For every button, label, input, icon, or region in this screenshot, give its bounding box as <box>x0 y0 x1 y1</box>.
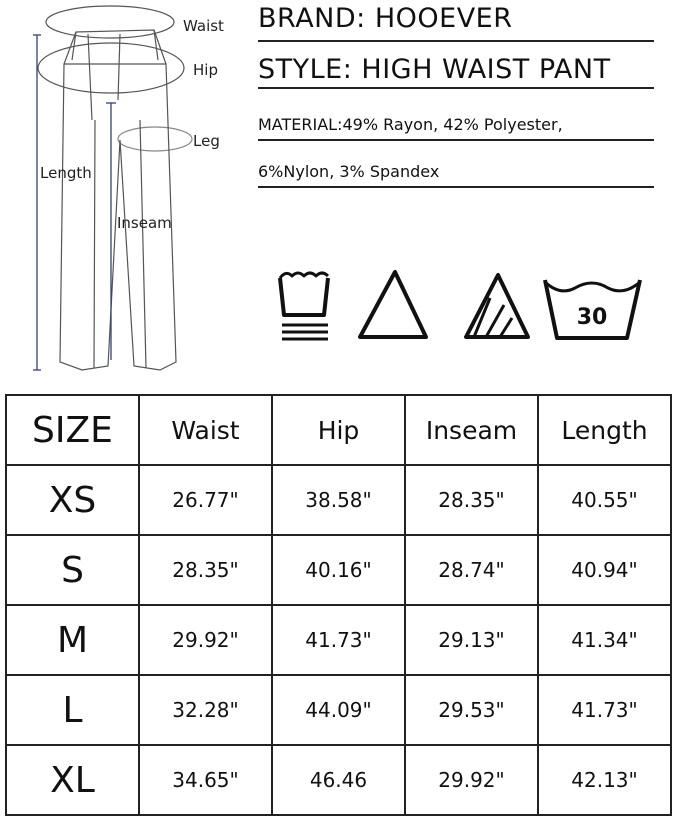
size-cell: M <box>5 604 140 676</box>
table-header-row: SIZE Waist Hip Inseam Length <box>5 394 672 466</box>
length-cell: 41.73" <box>537 674 672 746</box>
waist-cell: 29.92" <box>138 604 273 676</box>
size-cell: L <box>5 674 140 746</box>
leg-label: Leg <box>193 132 220 150</box>
hip-ellipse <box>37 42 185 94</box>
hip-cell: 41.73" <box>271 604 406 676</box>
length-cell: 41.34" <box>537 604 672 676</box>
inseam-cell: 29.53" <box>404 674 539 746</box>
size-table: SIZE Waist Hip Inseam Length XS 26.77" 3… <box>5 394 672 816</box>
length-cell: 42.13" <box>537 744 672 816</box>
hip-label: Hip <box>193 61 218 79</box>
waist-cell: 28.35" <box>138 534 273 606</box>
inseam-label: Inseam <box>117 214 172 232</box>
waist-cell: 32.28" <box>138 674 273 746</box>
machine-wash-30-icon <box>543 279 642 340</box>
table-row: S 28.35" 40.16" 28.74" 40.94" <box>5 534 672 606</box>
header-inseam: Inseam <box>404 394 539 466</box>
header-hip: Hip <box>271 394 406 466</box>
style-text: STYLE: HIGH WAIST PANT <box>258 53 654 89</box>
hip-cell: 44.09" <box>271 674 406 746</box>
non-chlorine-bleach-icon <box>464 273 530 339</box>
length-cell: 40.94" <box>537 534 672 606</box>
table-row: XS 26.77" 38.58" 28.35" 40.55" <box>5 464 672 536</box>
inseam-cell: 29.92" <box>404 744 539 816</box>
table-row: L 32.28" 44.09" 29.53" 41.73" <box>5 674 672 746</box>
brand-text: BRAND: HOOEVER <box>258 0 654 42</box>
hip-cell: 38.58" <box>271 464 406 536</box>
inseam-cell: 28.35" <box>404 464 539 536</box>
table-row: M 29.92" 41.73" 29.13" 41.34" <box>5 604 672 676</box>
care-icons: 30 <box>278 270 642 341</box>
table-row: XL 34.65" 46.46 29.92" 42.13" <box>5 744 672 816</box>
material-line-2: 6%Nylon, 3% Spandex <box>258 158 654 188</box>
hip-cell: 40.16" <box>271 534 406 606</box>
header-waist: Waist <box>138 394 273 466</box>
material-line-1: MATERIAL:49% Rayon, 42% Polyester, <box>258 111 654 141</box>
hip-cell: 46.46 <box>271 744 406 816</box>
size-cell: S <box>5 534 140 606</box>
waist-cell: 26.77" <box>138 464 273 536</box>
header-length: Length <box>537 394 672 466</box>
waist-ellipse <box>45 5 175 39</box>
size-cell: XS <box>5 464 140 536</box>
length-cell: 40.55" <box>537 464 672 536</box>
pants-outline <box>59 29 177 371</box>
length-label: Length <box>40 164 92 182</box>
inseam-cell: 29.13" <box>404 604 539 676</box>
size-cell: XL <box>5 744 140 816</box>
wash-temp-text: 30 <box>577 305 608 330</box>
hand-wash-icon <box>278 271 330 341</box>
header-size: SIZE <box>5 394 140 466</box>
leg-ellipse <box>117 126 193 152</box>
bleach-allowed-icon <box>358 270 428 339</box>
waist-cell: 34.65" <box>138 744 273 816</box>
pants-diagram <box>33 5 193 371</box>
inseam-cell: 28.74" <box>404 534 539 606</box>
waist-label: Waist <box>183 17 224 35</box>
